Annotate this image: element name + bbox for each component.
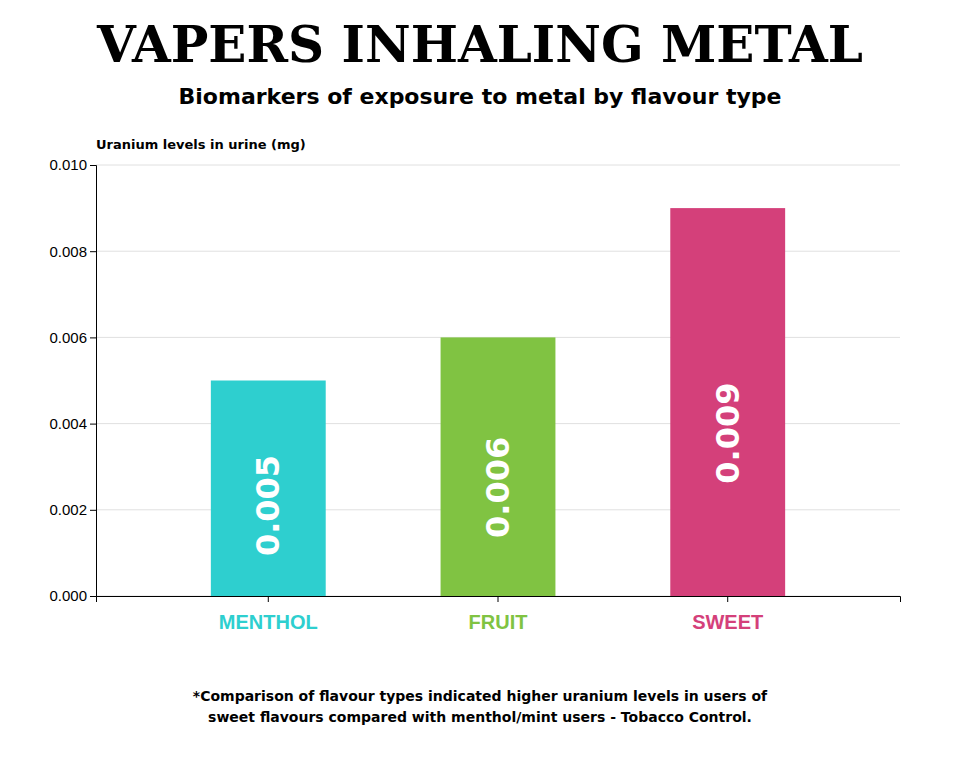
y-tick-label: 0.008 bbox=[49, 243, 87, 260]
x-tick-mark bbox=[498, 596, 499, 602]
bar bbox=[670, 208, 785, 596]
x-tick: MENTHOL bbox=[219, 596, 318, 633]
y-axis: 0.000 0.002 0.004 0.006 0.008 0.010 bbox=[49, 156, 96, 604]
bars bbox=[211, 208, 785, 596]
y-tick: 0.000 bbox=[49, 587, 96, 604]
y-tick: 0.002 bbox=[49, 501, 96, 518]
grid bbox=[96, 165, 900, 596]
y-tick-mark bbox=[90, 596, 96, 597]
y-tick: 0.010 bbox=[49, 156, 96, 173]
data-label: 0.009 bbox=[709, 382, 747, 483]
bar bbox=[441, 337, 556, 596]
data-label: 0.005 bbox=[249, 455, 287, 556]
y-tick-mark bbox=[90, 251, 96, 252]
bar bbox=[211, 381, 326, 597]
grid-line bbox=[96, 165, 900, 166]
subtitle: Biomarkers of exposure to metal by flavo… bbox=[179, 84, 782, 109]
y-axis-title: Uranium levels in urine (mg) bbox=[96, 137, 306, 152]
footnote: *Comparison of flavour types indicated h… bbox=[193, 688, 768, 725]
y-tick-label: 0.010 bbox=[49, 156, 87, 173]
y-tick-label: 0.006 bbox=[49, 329, 87, 346]
chart: VAPERS INHALING METAL Biomarkers of expos… bbox=[0, 0, 960, 771]
y-tick-mark bbox=[90, 510, 96, 511]
x-tick: SWEET bbox=[692, 596, 763, 633]
y-tick-label: 0.002 bbox=[49, 501, 87, 518]
plot: 0.000 0.002 0.004 0.006 0.008 0.010 Uranium le… bbox=[49, 137, 900, 633]
y-axis-line bbox=[90, 166, 97, 597]
title: VAPERS INHALING METAL bbox=[96, 15, 863, 74]
y-tick-mark bbox=[90, 337, 96, 338]
y-tick: 0.008 bbox=[49, 243, 96, 260]
x-tick-label: SWEET bbox=[692, 611, 763, 633]
x-axis: MENTHOL FRUIT SWEET bbox=[97, 596, 901, 633]
x-tick-mark bbox=[727, 596, 728, 602]
y-tick-label: 0.004 bbox=[49, 415, 87, 432]
x-tick-label: MENTHOL bbox=[219, 611, 318, 633]
y-tick: 0.004 bbox=[49, 415, 96, 432]
data-labels: 0.005 0.006 0.009 bbox=[249, 382, 746, 556]
y-tick-mark bbox=[90, 165, 96, 166]
y-tick-mark bbox=[90, 424, 96, 425]
data-label: 0.006 bbox=[479, 437, 517, 538]
y-tick: 0.006 bbox=[49, 329, 96, 346]
x-tick-label: FRUIT bbox=[469, 611, 528, 633]
x-tick-mark bbox=[268, 596, 269, 602]
y-tick-label: 0.000 bbox=[49, 587, 87, 604]
x-tick: FRUIT bbox=[469, 596, 528, 633]
x-axis-line bbox=[97, 597, 901, 603]
